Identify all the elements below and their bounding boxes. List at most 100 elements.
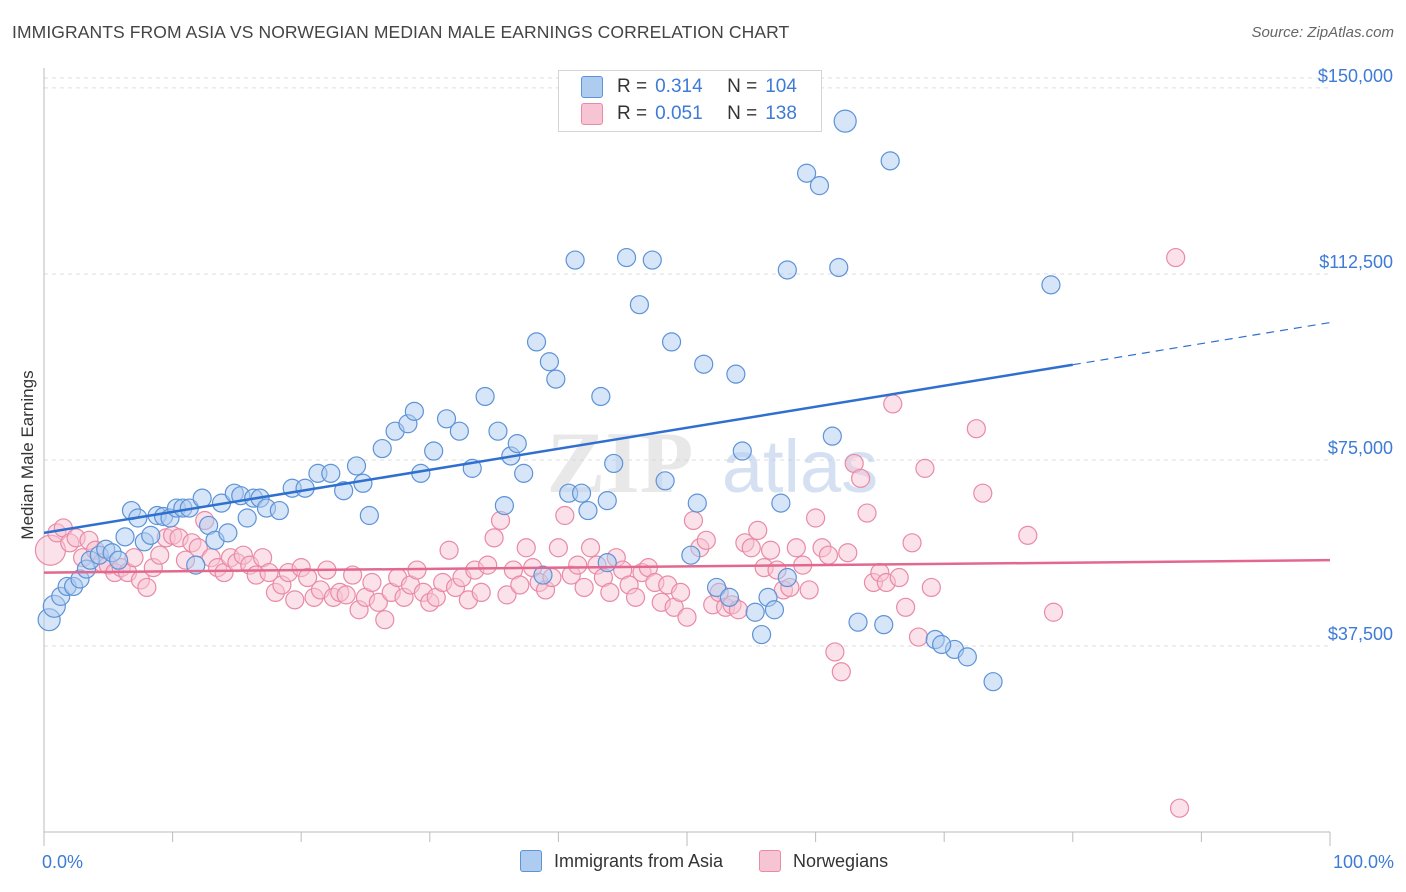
norwegians-point: [915, 458, 935, 478]
y-tick-label: $150,000: [1318, 66, 1393, 86]
asia-trend-line: [43, 363, 1074, 535]
norwegians-point: [1043, 602, 1064, 622]
norwegians-point: [580, 538, 601, 558]
asia-point: [957, 647, 977, 667]
asia-point: [404, 401, 424, 421]
asia-point: [237, 508, 257, 528]
n-label: N =: [727, 103, 758, 124]
norwegians-point: [285, 590, 305, 610]
asia-point: [424, 441, 444, 461]
norwegians-point: [1166, 247, 1186, 268]
asia-point: [192, 488, 212, 508]
stats-legend: R = 0.314 N = 104 R = 0.051 N = 138: [558, 70, 822, 132]
asia-point: [571, 483, 592, 503]
norwegians-point: [548, 538, 569, 558]
asia-point: [777, 260, 797, 280]
series-legend: Immigrants from Asia Norwegians: [520, 850, 924, 872]
norwegians-point: [683, 510, 704, 531]
asia-swatch: [581, 76, 603, 98]
y-tick-label: $112,500: [1319, 252, 1393, 272]
norwegians-point: [696, 530, 716, 550]
asia-legend-swatch: [520, 850, 542, 872]
asia-point: [578, 500, 598, 521]
asia-point: [848, 612, 868, 632]
asia-point: [745, 602, 765, 622]
norwegians-point: [516, 538, 536, 558]
norwegians-point: [484, 528, 504, 548]
norwegians-point: [600, 582, 620, 603]
norwegians-trend-line: [43, 558, 1331, 574]
asia-point: [706, 577, 727, 598]
asia-point: [507, 433, 527, 454]
norwegians-point: [677, 607, 697, 627]
norwegians-point: [973, 483, 993, 503]
asia-point: [346, 456, 367, 476]
y-tick-labels: $37,500 $75,000 $112,500 $150,000: [1318, 66, 1393, 644]
norwegians-point: [748, 520, 768, 541]
y-tick-label: $75,000: [1328, 438, 1393, 458]
norwegians-point: [298, 567, 318, 588]
asia-point: [597, 553, 617, 573]
norwegians-point: [838, 543, 858, 563]
x-tick-label-right: 100.0%: [1332, 852, 1394, 872]
norwegians-point: [921, 577, 941, 598]
asia-point: [687, 493, 707, 513]
r-label: R =: [617, 103, 648, 124]
asia-point: [269, 500, 289, 521]
asia-point: [751, 624, 772, 645]
asia-point: [115, 527, 135, 547]
asia-point: [655, 471, 675, 491]
norwegians-point: [889, 567, 909, 588]
legend-label-asia: Immigrants from Asia: [554, 850, 724, 871]
asia-point: [777, 567, 797, 588]
norwegians-point: [966, 419, 986, 439]
asia-point: [796, 163, 817, 183]
asia-point: [604, 453, 624, 474]
norwegians-swatch: [581, 103, 603, 125]
r-value: 0.051: [655, 103, 703, 124]
norwegians-legend-swatch: [759, 850, 782, 872]
norwegians-point: [902, 533, 922, 553]
asia-point: [353, 473, 373, 493]
norwegians-point: [478, 555, 498, 575]
asia-point: [732, 441, 752, 461]
asia-point: [880, 151, 900, 171]
asia-point: [932, 634, 952, 655]
asia-point: [681, 545, 701, 565]
asia-point: [1041, 275, 1061, 295]
r-value: 0.314: [655, 76, 703, 97]
norwegians-point: [568, 555, 588, 575]
asia-point: [546, 369, 566, 389]
norwegians-point: [510, 575, 530, 595]
norwegians-point: [741, 538, 761, 558]
norwegians-point: [497, 585, 517, 605]
asia-point: [764, 600, 785, 620]
asia-points: [37, 109, 1061, 692]
legend-item-asia: Immigrants from Asia: [520, 850, 723, 872]
asia-point: [533, 565, 553, 585]
asia-point: [218, 523, 238, 543]
asia-point: [436, 409, 457, 429]
asia-trend-extension: [1072, 321, 1331, 366]
stats-row-asia: R = 0.314 N = 104: [581, 75, 797, 99]
asia-point: [771, 493, 791, 513]
asia-point: [449, 421, 469, 441]
asia-point: [141, 525, 161, 545]
norwegians-point: [555, 505, 575, 526]
asia-point: [719, 587, 740, 607]
axes: [43, 68, 1331, 846]
norwegians-point: [760, 540, 781, 560]
norwegians-point: [625, 587, 646, 607]
norwegians-point: [375, 610, 395, 630]
asia-point: [526, 332, 547, 352]
norwegians-point: [670, 582, 691, 603]
stats-row-norwegians: R = 0.051 N = 138: [581, 102, 797, 126]
y-tick-label: $37,500: [1328, 624, 1393, 644]
legend-item-norwegians: Norwegians: [759, 850, 888, 872]
norwegians-point: [1018, 525, 1038, 545]
asia-point: [591, 386, 611, 407]
norwegians-point: [831, 662, 851, 682]
asia-point: [475, 386, 495, 407]
norwegians-point: [825, 642, 845, 662]
